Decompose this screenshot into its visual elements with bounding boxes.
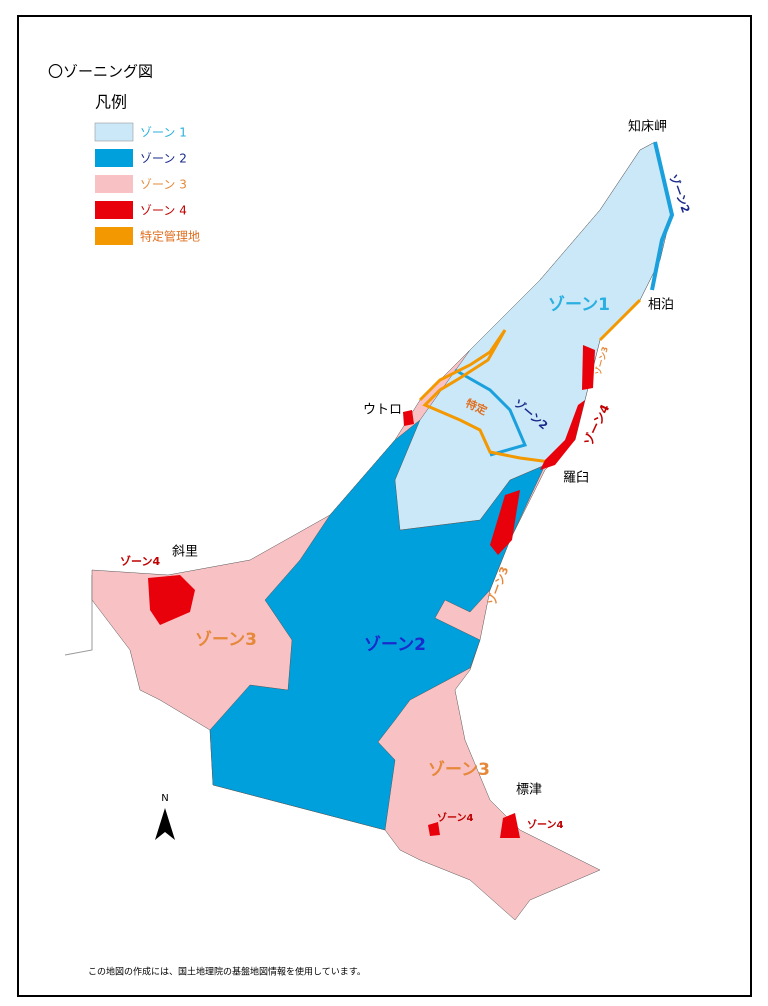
place-label: 相泊 [648, 298, 674, 313]
map [64, 141, 675, 921]
zone-label: ゾーン2 [364, 635, 426, 655]
zone2-route [650, 141, 675, 291]
frame [17, 15, 752, 997]
legend: ゾーン 1 ゾーン 2 ゾーン 3 ゾーン 4 特定管理地 [94, 122, 200, 245]
zone4-area [428, 822, 440, 836]
north-label: N [161, 793, 168, 804]
zone4-area [540, 400, 585, 470]
zone1-area [394, 141, 673, 531]
zone-label: ゾーン4 [437, 811, 473, 824]
zone4-area [582, 345, 595, 390]
place-label: 標津 [516, 783, 542, 798]
place-label: 斜里 [172, 545, 198, 560]
legend-swatch [94, 122, 134, 142]
zone-label: ゾーン3 [428, 760, 490, 780]
map-title: 〇ゾーニング図 [48, 63, 153, 81]
place-label: 知床岬 [628, 119, 667, 135]
north-arrow: N [155, 793, 175, 840]
zone-label: ゾーン4 [120, 554, 160, 568]
boundary [64, 575, 93, 656]
legend-swatch [95, 227, 133, 245]
special-route [598, 298, 642, 342]
place-label: ウトロ [363, 403, 402, 418]
legend-title: 凡例 [95, 93, 127, 112]
zone-label: ゾーン4 [527, 818, 563, 831]
footer-note: この地図の作成には、国土地理院の基盤地図情報を使用しています。 [88, 966, 366, 978]
zone2-route [454, 368, 528, 457]
legend-swatch [95, 175, 133, 193]
legend-swatch [95, 149, 133, 167]
legend-label: ゾーン 1 [140, 126, 187, 140]
zone-label: ゾーン3 [195, 630, 257, 650]
legend-swatch [95, 201, 133, 219]
north-arrow-icon [155, 808, 175, 840]
zone4-area [148, 575, 195, 625]
legend-label: ゾーン 3 [140, 178, 187, 192]
zone4-area [490, 490, 520, 555]
zone4-area [500, 813, 520, 838]
special-route [418, 329, 551, 464]
legend-label: ゾーン 2 [140, 152, 187, 166]
zone-label: ゾーン4 [580, 402, 612, 448]
place-labels: 知床岬 相泊 ウトロ 羅臼 斜里 標津 [172, 119, 674, 798]
zone4-area [403, 410, 414, 426]
legend-label: ゾーン 4 [140, 204, 187, 218]
zone-label: ゾーン1 [548, 295, 610, 315]
place-label: 羅臼 [563, 471, 589, 486]
legend-label: 特定管理地 [140, 229, 200, 244]
